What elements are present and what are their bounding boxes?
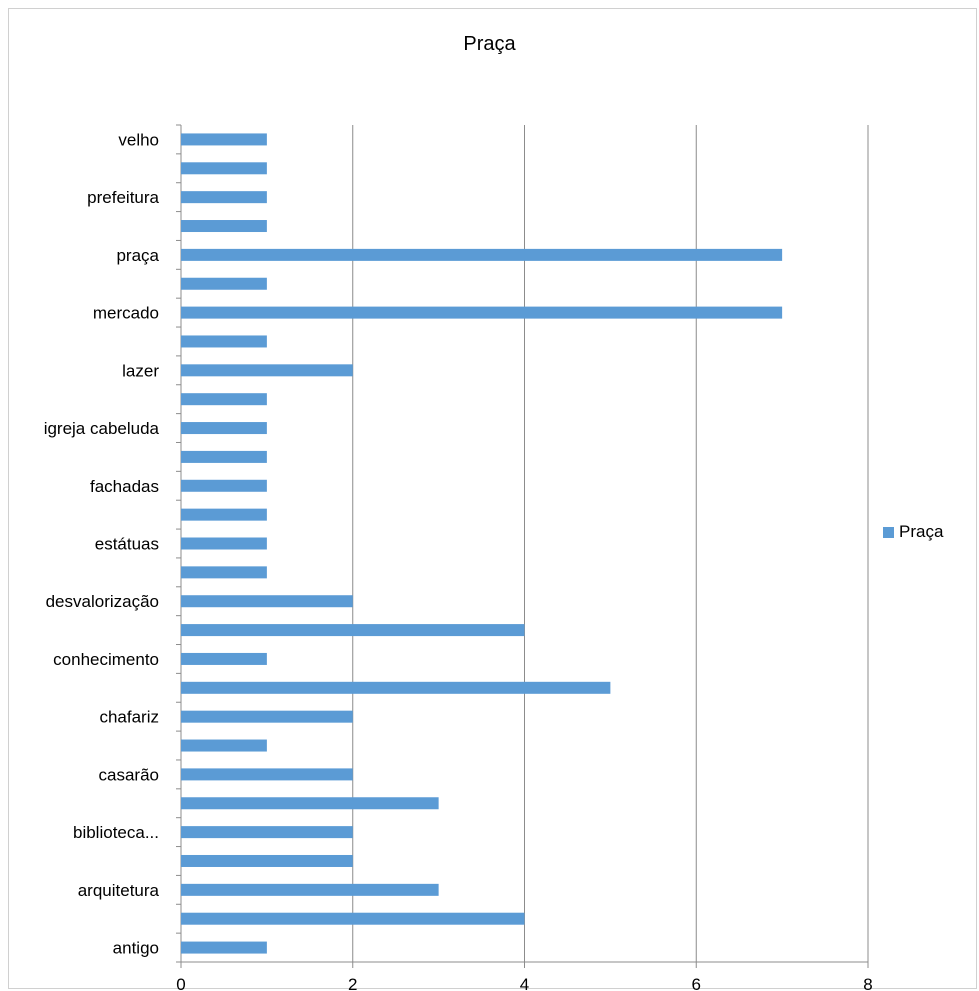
bar	[181, 479, 267, 492]
bar	[181, 768, 353, 781]
bar	[181, 422, 267, 435]
bar	[181, 912, 525, 925]
bar	[181, 364, 353, 377]
bar	[181, 162, 267, 175]
y-tick-label: mercado	[93, 304, 159, 323]
x-tick-label: 8	[863, 975, 872, 991]
y-tick-label: antigo	[113, 939, 159, 958]
bar	[181, 191, 267, 204]
bar	[181, 306, 783, 319]
bar	[181, 941, 267, 954]
y-tick-label: lazer	[122, 361, 159, 380]
bar	[181, 450, 267, 463]
x-tick-label: 0	[176, 975, 185, 991]
bar	[181, 624, 525, 637]
bar	[181, 277, 267, 290]
bar	[181, 826, 353, 839]
y-tick-label: conhecimento	[53, 650, 159, 669]
x-tick-label: 2	[348, 975, 357, 991]
y-tick-label: prefeitura	[87, 188, 159, 207]
y-tick-label: estátuas	[95, 535, 159, 554]
legend-swatch	[883, 526, 894, 538]
y-tick-label: biblioteca...	[73, 823, 159, 842]
bar	[181, 739, 267, 752]
y-tick-label: praça	[116, 246, 159, 265]
bar	[181, 710, 353, 723]
y-tick-label: chafariz	[99, 708, 159, 727]
bar	[181, 133, 267, 146]
y-tick-label: desvalorização	[46, 592, 159, 611]
y-tick-label: velho	[118, 130, 159, 149]
bar	[181, 883, 439, 896]
bar	[181, 595, 353, 608]
bar	[181, 220, 267, 233]
bar	[181, 797, 439, 810]
chart-frame	[8, 8, 977, 989]
bar	[181, 566, 267, 579]
legend: Praça	[883, 522, 943, 542]
y-tick-label: casarão	[99, 765, 159, 784]
bar	[181, 652, 267, 665]
legend-label: Praça	[899, 522, 944, 541]
y-tick-label: arquitetura	[78, 881, 160, 900]
bar	[181, 681, 611, 694]
bar	[181, 335, 267, 348]
bar	[181, 248, 783, 261]
bar	[181, 393, 267, 406]
x-tick-label: 6	[692, 975, 701, 991]
bar	[181, 537, 267, 550]
chart-title: Praça	[463, 33, 516, 55]
bar	[181, 508, 267, 521]
y-tick-label: fachadas	[90, 477, 159, 496]
y-tick-label: igreja cabeluda	[44, 419, 160, 438]
x-tick-label: 4	[520, 975, 529, 991]
bar	[181, 854, 353, 867]
